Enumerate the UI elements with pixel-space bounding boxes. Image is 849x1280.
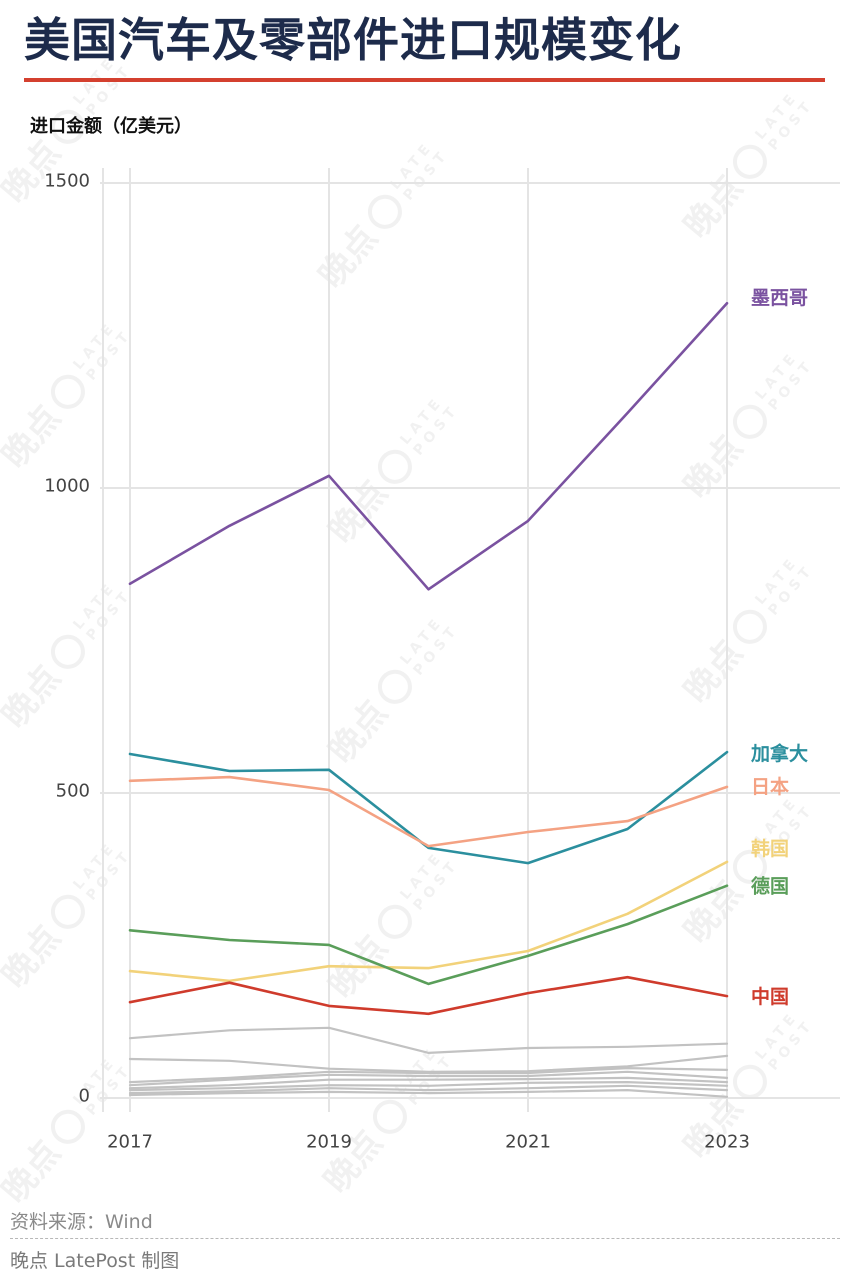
title-divider (24, 78, 825, 82)
series-label-3: 韩国 (751, 837, 789, 860)
series-line-7 (128, 1054, 729, 1073)
watermark-logo-icon (732, 849, 767, 884)
series-label-4: 德国 (751, 875, 789, 898)
watermark-logo-icon (50, 634, 85, 669)
footer-divider (10, 1238, 840, 1239)
watermark-logo-icon (50, 894, 85, 929)
watermark-logo-icon (377, 449, 412, 484)
svg-text:晚点: 晚点 (0, 1133, 69, 1211)
series-label-1: 加拿大 (750, 742, 808, 765)
series-line-10 (128, 1076, 729, 1090)
series-line-3 (128, 860, 729, 983)
series-line-4 (128, 884, 729, 986)
x-tick-label: 2017 (107, 1132, 153, 1153)
y-tick-label: 1500 (44, 171, 90, 192)
watermark-logo-icon (50, 109, 85, 144)
watermark-logo-icon (377, 669, 412, 704)
watermark-logo-icon (367, 194, 402, 229)
watermark-logo-icon (732, 1064, 767, 1099)
series-line-5 (128, 975, 729, 1016)
chart-title: 美国汽车及零部件进口规模变化 (24, 13, 682, 67)
credit-line: 晚点 LatePost 制图 (10, 1250, 180, 1272)
svg-text:晚点: 晚点 (676, 1088, 750, 1166)
watermark-logo-icon (732, 609, 767, 644)
series-layer (128, 301, 729, 1098)
y-tick-label: 1000 (44, 476, 90, 497)
series-label-2: 日本 (751, 775, 789, 798)
series-label-0: 墨西哥 (751, 287, 808, 309)
series-line-12 (128, 1084, 729, 1095)
y-axis-label: 进口金额（亿美元） (30, 116, 192, 137)
series-line-9 (128, 1070, 729, 1087)
svg-text:晚点: 晚点 (676, 873, 750, 951)
series-line-0 (128, 301, 729, 591)
svg-text:晚点: 晚点 (0, 398, 69, 476)
data-source-note: 资料来源：Wind (10, 1211, 153, 1233)
svg-text:晚点: 晚点 (676, 168, 750, 246)
grid (100, 168, 840, 1112)
watermark-logo-icon (50, 1109, 85, 1144)
series-line-11 (128, 1081, 729, 1092)
svg-text:晚点: 晚点 (676, 633, 750, 711)
x-tick-label: 2019 (306, 1132, 352, 1153)
series-line-1 (128, 750, 729, 865)
watermark-logo-icon (732, 144, 767, 179)
y-tick-label: 0 (79, 1086, 90, 1107)
svg-text:晚点: 晚点 (0, 658, 69, 736)
svg-text:晚点: 晚点 (321, 693, 395, 771)
series-label-5: 中国 (751, 985, 789, 1008)
svg-text:晚点: 晚点 (676, 428, 750, 506)
watermark-logo-icon (372, 1099, 407, 1134)
series-line-2 (128, 775, 729, 848)
y-tick-label: 500 (56, 781, 90, 802)
axis-tick-labels: 0 500 1000 1500 2017 2019 2021 2023 (44, 171, 750, 1153)
series-line-13 (128, 1089, 729, 1098)
watermark-logo-icon (50, 374, 85, 409)
svg-text:晚点: 晚点 (311, 218, 385, 296)
svg-text:晚点: 晚点 (0, 918, 69, 996)
watermark-logo-icon (732, 404, 767, 439)
x-tick-label: 2023 (704, 1132, 750, 1153)
series-line-6 (128, 1026, 729, 1054)
x-tick-label: 2021 (505, 1132, 551, 1153)
series-line-8 (128, 1067, 729, 1084)
watermark-logo-icon (377, 904, 412, 939)
